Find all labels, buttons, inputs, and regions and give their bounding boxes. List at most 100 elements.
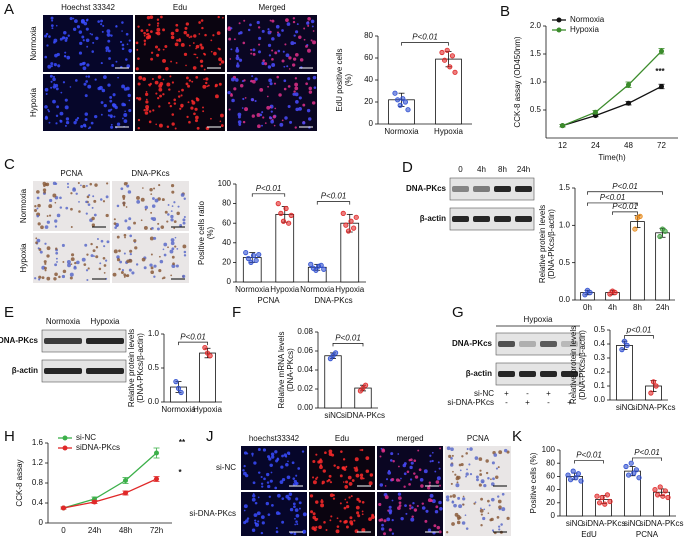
cell <box>115 224 119 228</box>
cell <box>177 95 181 98</box>
cell <box>140 29 144 33</box>
cell <box>496 516 500 519</box>
cell <box>125 206 128 208</box>
cell <box>80 124 84 128</box>
x-tick-label: Hypoxia <box>434 127 463 136</box>
cell <box>150 217 154 220</box>
cell <box>121 84 125 89</box>
cell <box>355 505 360 510</box>
cell <box>183 215 186 219</box>
bracket <box>612 211 638 215</box>
cell <box>298 106 302 111</box>
y-tick-label: 1.0 <box>148 329 160 338</box>
cell <box>228 108 231 111</box>
x-tick-label: Normoxia <box>300 285 335 294</box>
cell <box>50 16 54 20</box>
y-tick-label: 40 <box>222 238 231 247</box>
cell <box>214 83 218 87</box>
cell <box>170 241 175 246</box>
cell <box>204 33 207 37</box>
annotation: P<0.01 <box>180 332 206 341</box>
cell <box>339 502 342 505</box>
cell <box>293 57 297 61</box>
cell <box>339 520 342 523</box>
cell <box>270 119 274 124</box>
cell <box>75 192 78 195</box>
cell <box>195 47 197 50</box>
cell <box>62 269 67 274</box>
cell <box>103 104 107 108</box>
cell <box>235 56 240 61</box>
cell <box>371 513 374 517</box>
data-point <box>402 99 408 105</box>
cell <box>75 118 78 122</box>
cell <box>173 201 176 204</box>
cell <box>243 451 248 455</box>
data-point <box>665 494 671 501</box>
cell <box>144 42 146 45</box>
cell <box>498 528 501 531</box>
y-tick-label: 1.6 <box>32 438 44 447</box>
panel-letter: B <box>500 3 510 20</box>
cell <box>333 464 336 467</box>
data-point <box>596 500 603 506</box>
cell <box>288 68 291 70</box>
cell <box>227 91 231 95</box>
cell <box>487 512 490 514</box>
cell <box>85 200 88 204</box>
data-point <box>449 53 455 59</box>
cell <box>34 277 37 280</box>
cell <box>280 465 284 469</box>
cell <box>383 519 387 523</box>
condition-mark: + <box>525 398 530 407</box>
cell <box>54 83 59 88</box>
cell <box>478 457 483 461</box>
cell <box>176 247 179 250</box>
cell <box>216 31 221 35</box>
data-point <box>602 501 608 507</box>
data-point <box>340 210 346 216</box>
cell <box>257 124 261 129</box>
cell <box>261 61 265 66</box>
cell <box>188 36 191 39</box>
cell <box>44 34 48 38</box>
cell <box>435 505 439 509</box>
cell <box>144 208 147 211</box>
cell <box>170 238 175 242</box>
cell <box>144 92 149 97</box>
y-axis-label: CCK-8 assay (OD450nm) <box>513 36 522 127</box>
data-point <box>636 475 642 481</box>
cell <box>176 211 180 216</box>
cell <box>141 257 146 262</box>
cell <box>459 469 462 472</box>
cell <box>282 50 285 53</box>
cell <box>252 494 256 498</box>
band <box>494 186 511 192</box>
cell <box>457 496 461 500</box>
bar <box>435 58 462 125</box>
cell <box>272 115 277 119</box>
cell <box>261 124 263 127</box>
data-point <box>648 390 654 396</box>
cell <box>104 259 108 262</box>
cell <box>253 513 258 518</box>
cell <box>252 48 256 52</box>
cell <box>55 251 59 255</box>
cell <box>59 37 63 41</box>
cell <box>170 31 175 36</box>
y-tick-label: 0.04 <box>297 365 313 374</box>
cell <box>236 54 239 57</box>
cell <box>237 112 242 117</box>
column-label: DNA-PKcs <box>131 169 169 178</box>
cell <box>331 453 335 457</box>
annotation: P<0.01 <box>612 182 638 191</box>
y-tick-label: 0.08 <box>297 327 313 336</box>
cell <box>194 53 197 56</box>
x-tick-label: 48h <box>119 526 132 535</box>
cell <box>198 33 201 35</box>
cell <box>143 225 148 230</box>
cell <box>294 30 299 34</box>
cell <box>252 79 256 84</box>
cell <box>50 65 53 68</box>
cell <box>288 56 292 60</box>
